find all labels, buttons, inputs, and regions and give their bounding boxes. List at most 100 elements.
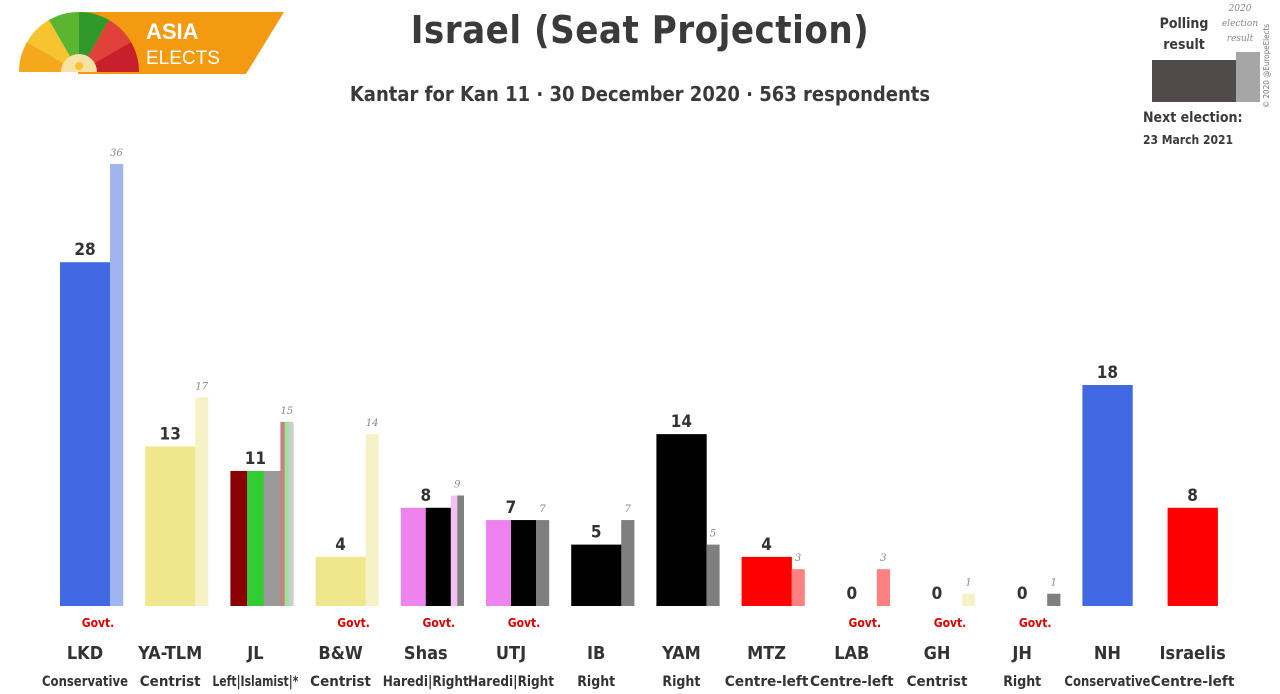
bar-prev-ya-tlm xyxy=(195,397,209,606)
bar-prev-yam xyxy=(706,544,720,606)
bar-poll-jl xyxy=(230,470,248,606)
logo-text-elects: ELECTS xyxy=(146,48,220,69)
legend-polling-label: Polling result xyxy=(1159,16,1209,53)
bar-prev-ib xyxy=(621,520,635,606)
asia-elects-logo: ASIA ELECTS xyxy=(18,11,286,78)
next-election-date: 23 March 2021 xyxy=(1143,133,1234,147)
bar-prev-lkd xyxy=(110,164,124,606)
bar-prev-jl xyxy=(289,421,294,606)
bar-prev-jh xyxy=(1047,593,1061,606)
category-label-jh: JH xyxy=(1011,643,1032,664)
bar-poll-shas xyxy=(400,507,427,606)
govt-label-shas: Govt. xyxy=(423,616,456,630)
bar-prev-lab xyxy=(876,569,890,606)
category-label-lkd: LKD xyxy=(67,643,103,664)
value-label-poll-israelis: 8 xyxy=(1187,486,1198,506)
bar-poll-jl xyxy=(247,470,265,606)
ideology-label-ya-tlm: Centrist xyxy=(140,674,201,690)
value-label-prev-b-w: 14 xyxy=(366,418,379,429)
bar-prev-mtz xyxy=(791,569,805,606)
value-label-prev-ib: 7 xyxy=(625,504,632,515)
bar-poll-shas xyxy=(425,507,452,606)
bar-poll-jl xyxy=(263,470,281,606)
bar-poll-mtz xyxy=(741,556,792,606)
category-label-israelis: Israelis xyxy=(1159,643,1225,664)
govt-label-gh: Govt. xyxy=(934,616,967,630)
ideology-label-jl: Left|Islamist|* xyxy=(212,674,298,690)
bar-poll-nh xyxy=(1082,385,1133,606)
bar-poll-b-w xyxy=(315,556,366,606)
category-label-gh: GH xyxy=(924,643,951,664)
bar-poll-israelis xyxy=(1167,507,1218,606)
value-label-poll-shas: 8 xyxy=(420,486,431,506)
bar-poll-ya-tlm xyxy=(145,446,196,606)
category-label-jl: JL xyxy=(246,643,263,664)
ideology-label-yam: Right xyxy=(662,674,700,690)
category-label-b-w: B&W xyxy=(318,643,362,664)
category-label-nh: NH xyxy=(1094,643,1121,664)
value-label-poll-lab: 0 xyxy=(846,584,857,604)
bar-prev-jl xyxy=(284,421,290,606)
govt-label-lab: Govt. xyxy=(849,616,882,630)
bar-prev-jl xyxy=(280,421,285,606)
value-label-poll-yam: 14 xyxy=(671,412,692,432)
category-label-ya-tlm: YA-TLM xyxy=(137,643,202,664)
legend-previous-label: 2020 election result xyxy=(1221,4,1259,44)
value-label-prev-ya-tlm: 17 xyxy=(195,381,208,392)
value-label-prev-jl: 15 xyxy=(281,406,294,417)
value-label-poll-utj: 7 xyxy=(506,498,517,518)
value-label-prev-lab: 3 xyxy=(880,553,886,564)
value-label-poll-ib: 5 xyxy=(591,523,602,543)
bar-prev-utj xyxy=(536,520,550,606)
category-label-yam: YAM xyxy=(661,643,701,664)
bar-prev-shas xyxy=(457,495,464,606)
ideology-label-gh: Centrist xyxy=(907,674,968,690)
govt-label-b-w: Govt. xyxy=(337,616,370,630)
govt-label-jh: Govt. xyxy=(1019,616,1052,630)
value-label-prev-jh: 1 xyxy=(1051,578,1057,589)
value-label-prev-mtz: 3 xyxy=(795,553,801,564)
value-label-poll-gh: 0 xyxy=(932,584,943,604)
bar-poll-ib xyxy=(571,544,622,606)
bar-prev-gh xyxy=(962,593,976,606)
ideology-label-lab: Centre-left xyxy=(810,674,894,690)
bar-prev-shas xyxy=(450,495,458,606)
logo-text-asia: ASIA xyxy=(146,19,199,44)
ideology-label-israelis: Centre-left xyxy=(1151,674,1235,690)
legend-polling-swatch xyxy=(1152,60,1236,102)
value-label-prev-shas: 9 xyxy=(454,480,461,491)
value-label-prev-lkd: 36 xyxy=(110,148,123,159)
bar-prev-b-w xyxy=(365,434,379,606)
govt-label-lkd: Govt. xyxy=(82,616,115,630)
ideology-label-jh: Right xyxy=(1003,674,1041,690)
category-label-shas: Shas xyxy=(404,643,448,664)
ideology-label-nh: Conservative xyxy=(1064,674,1150,690)
next-election-label: Next election: xyxy=(1143,110,1243,126)
bar-poll-lkd xyxy=(60,262,111,606)
ideology-label-mtz: Centre-left xyxy=(725,674,809,690)
ideology-label-utj: Haredi|Right xyxy=(468,674,554,690)
value-label-poll-lkd: 28 xyxy=(74,240,95,260)
value-label-prev-utj: 7 xyxy=(539,504,546,515)
category-label-lab: LAB xyxy=(834,643,869,664)
value-label-poll-ya-tlm: 13 xyxy=(160,424,181,444)
legend-previous-swatch xyxy=(1236,52,1260,102)
bar-poll-utj xyxy=(486,520,512,606)
bar-poll-utj xyxy=(511,520,537,606)
value-label-poll-jl: 11 xyxy=(245,449,266,469)
ideology-label-shas: Haredi|Right xyxy=(383,674,469,690)
value-label-poll-b-w: 4 xyxy=(335,535,346,555)
ideology-label-lkd: Conservative xyxy=(42,674,128,690)
ideology-label-ib: Right xyxy=(577,674,615,690)
bar-poll-yam xyxy=(656,434,707,606)
ideology-label-b-w: Centrist xyxy=(310,674,371,690)
category-label-utj: UTJ xyxy=(496,643,526,664)
value-label-prev-gh: 1 xyxy=(965,578,971,589)
chart-subtitle: Kantar for Kan 11 · 30 December 2020 · 5… xyxy=(349,82,931,106)
value-label-poll-nh: 18 xyxy=(1097,363,1118,383)
value-label-prev-yam: 5 xyxy=(710,529,716,540)
govt-label-utj: Govt. xyxy=(508,616,541,630)
value-label-poll-jh: 0 xyxy=(1017,584,1028,604)
value-label-poll-mtz: 4 xyxy=(761,535,772,555)
